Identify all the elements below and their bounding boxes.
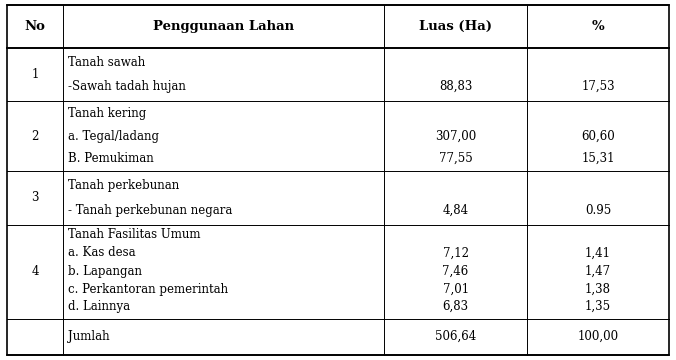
Text: 7,01: 7,01 xyxy=(443,283,468,296)
Text: No: No xyxy=(24,20,45,33)
Text: %: % xyxy=(592,20,604,33)
Text: 17,53: 17,53 xyxy=(581,80,615,93)
Text: 15,31: 15,31 xyxy=(581,152,614,165)
Text: -Sawah tadah hujan: -Sawah tadah hujan xyxy=(68,80,187,93)
Text: d. Lainnya: d. Lainnya xyxy=(68,300,130,313)
Text: - Tanah perkebunan negara: - Tanah perkebunan negara xyxy=(68,204,233,217)
Text: B. Pemukiman: B. Pemukiman xyxy=(68,152,154,165)
Text: 4: 4 xyxy=(31,265,39,278)
Text: 3: 3 xyxy=(31,192,39,204)
Text: 0.95: 0.95 xyxy=(585,204,611,217)
Text: 506,64: 506,64 xyxy=(435,330,476,343)
Text: 1,38: 1,38 xyxy=(585,283,611,296)
Text: 1,35: 1,35 xyxy=(585,300,611,313)
Text: 7,46: 7,46 xyxy=(443,265,468,278)
Text: Tanah sawah: Tanah sawah xyxy=(68,56,146,69)
Text: Tanah Fasilitas Umum: Tanah Fasilitas Umum xyxy=(68,228,201,242)
Text: 6,83: 6,83 xyxy=(443,300,468,313)
Text: 100,00: 100,00 xyxy=(577,330,619,343)
Text: 7,12: 7,12 xyxy=(443,246,468,259)
Text: Tanah kering: Tanah kering xyxy=(68,107,147,120)
Text: a. Kas desa: a. Kas desa xyxy=(68,246,136,259)
Text: Jumlah: Jumlah xyxy=(68,330,110,343)
Text: 77,55: 77,55 xyxy=(439,152,473,165)
Text: 307,00: 307,00 xyxy=(435,130,476,143)
Text: b. Lapangan: b. Lapangan xyxy=(68,265,143,278)
Text: 1,41: 1,41 xyxy=(585,246,611,259)
Text: 1: 1 xyxy=(31,68,39,81)
Text: c. Perkantoran pemerintah: c. Perkantoran pemerintah xyxy=(68,283,228,296)
Text: a. Tegal/ladang: a. Tegal/ladang xyxy=(68,130,160,143)
Text: 1,47: 1,47 xyxy=(585,265,611,278)
Text: 88,83: 88,83 xyxy=(439,80,473,93)
Text: 4,84: 4,84 xyxy=(443,204,468,217)
Text: Tanah perkebunan: Tanah perkebunan xyxy=(68,179,180,192)
Text: 60,60: 60,60 xyxy=(581,130,615,143)
Text: Luas (Ha): Luas (Ha) xyxy=(419,20,492,33)
Text: Penggunaan Lahan: Penggunaan Lahan xyxy=(153,20,294,33)
Text: 2: 2 xyxy=(31,130,39,143)
